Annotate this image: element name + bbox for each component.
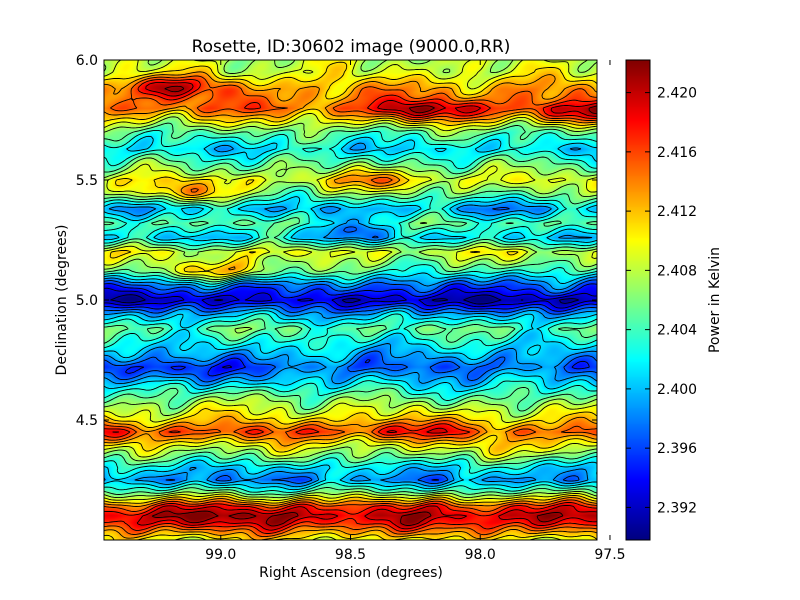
- plot-area: [103, 59, 598, 541]
- x-axis-ticks: 99.0 98.5 98.0 97.5: [205, 60, 626, 563]
- x-tick-label-3: 97.5: [594, 547, 625, 563]
- colorbar-frame: [625, 59, 651, 541]
- contour-level-2: [103, 283, 598, 481]
- colorbar-tick-label-7: 2.420: [657, 86, 697, 102]
- y-tick-label-0: 4.5: [76, 413, 98, 429]
- colorbar-gradient: [626, 60, 650, 540]
- colorbar-tick-label-0: 2.392: [657, 500, 697, 516]
- y-axis-ticks: 4.5 5.0 5.5 6.0: [76, 53, 597, 429]
- contour-level-15: [151, 85, 598, 527]
- contour-level-3: [103, 207, 598, 485]
- contour-level-10: [103, 61, 598, 541]
- colorbar-tick-label-6: 2.416: [657, 145, 697, 161]
- contour-level-6: [103, 129, 598, 493]
- colorbar-label: Power in Kelvin: [707, 247, 723, 353]
- x-axis-label: Right Ascension (degrees): [259, 565, 443, 581]
- x-tick-label-0: 99.0: [205, 547, 236, 563]
- colorbar: 2.392 2.396 2.400 2.404 2.408 2.412 2.416 2.420…: [625, 59, 723, 541]
- contour-level-0: [110, 294, 579, 305]
- contour-lines: [103, 59, 598, 541]
- colorbar-tick-label-1: 2.396: [657, 441, 697, 457]
- contour-level-13: [103, 79, 598, 534]
- y-axis-label: Declination (degrees): [54, 225, 70, 376]
- heatmap-image: [104, 60, 597, 540]
- contour-level-7: [103, 122, 598, 496]
- colorbar-tick-label-4: 2.408: [657, 263, 697, 279]
- x-tick-label-1: 98.5: [335, 547, 366, 563]
- contour-level-8: [103, 59, 598, 499]
- contour-level-1: [103, 287, 598, 369]
- y-tick-label-3: 6.0: [76, 53, 98, 69]
- colorbar-ticks: 2.392 2.396 2.400 2.404 2.408 2.412 2.416 2.420: [626, 86, 697, 516]
- colorbar-tick-label-5: 2.412: [657, 204, 697, 220]
- y-tick-label-2: 5.5: [76, 173, 98, 189]
- contour-level-12: [103, 75, 598, 538]
- contour-level-14: [112, 81, 598, 531]
- colorbar-tick-label-3: 2.404: [657, 323, 697, 339]
- colorbar-tick-label-2: 2.400: [657, 382, 697, 398]
- y-tick-label-1: 5.0: [76, 293, 98, 309]
- contour-level-5: [103, 135, 598, 491]
- x-tick-label-2: 98.0: [465, 547, 496, 563]
- contour-level-4: [103, 142, 598, 488]
- contour-level-11: [103, 71, 598, 541]
- contour-level-9: [103, 59, 598, 541]
- chart-title: Rosette, ID:30602 image (9000.0,RR): [192, 37, 511, 57]
